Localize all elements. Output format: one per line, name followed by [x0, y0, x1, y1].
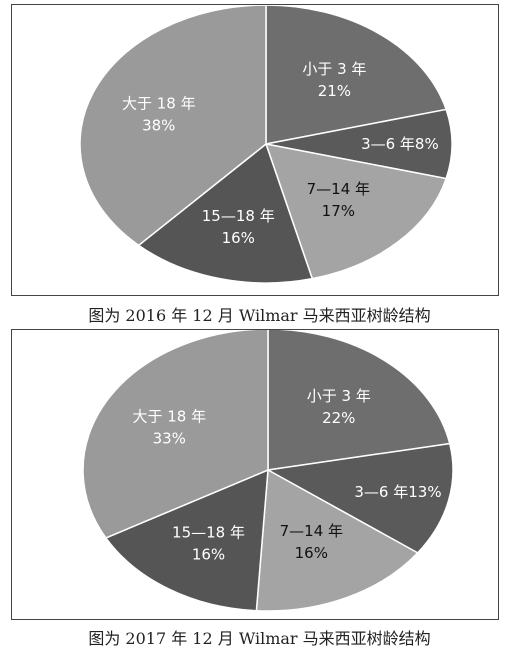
pie-slice-0-0 [265, 5, 448, 145]
slice-value-0-3: 16% [222, 229, 255, 247]
slice-value-1-4: 33% [153, 429, 186, 447]
pie-slice-0-3 [137, 142, 314, 284]
slice-label-1-1: 3—6 年13% [354, 483, 441, 501]
pie-slice-1-1 [265, 442, 454, 554]
pie-chart-2017-svg: 小于 3 年 22% 3—6 年13% 7—14 年 16% 15—18 年 16% 大于 1… [82, 330, 454, 612]
slice-label-0-1: 3—6 年8% [361, 135, 439, 153]
pie-slice-1-0 [267, 330, 451, 471]
slice-category-1-0: 小于 3 年 [307, 387, 371, 405]
slice-label-0-2: 7—14 年 17% [307, 180, 370, 220]
slice-label-0-0: 小于 3 年 21% [302, 60, 366, 100]
slice-label-1-2: 7—14 年 16% [280, 522, 343, 562]
pie-slice-1-4 [82, 330, 269, 539]
slice-category-0-2: 7—14 年 [307, 180, 370, 198]
slice-category-0-4: 大于 18 年 [122, 94, 196, 112]
slice-category-1-2: 7—14 年 [280, 522, 343, 540]
slice-label-1-0: 小于 3 年 22% [307, 387, 371, 427]
slice-value-1-0: 22% [322, 409, 355, 427]
pie-slice-0-1 [265, 108, 453, 180]
slice-label-0-3: 15—18 年 16% [202, 207, 275, 247]
slice-label-1-3: 15—18 年 16% [172, 523, 245, 563]
slice-category-0-3: 15—18 年 [202, 207, 275, 225]
slice-value-0-0: 21% [318, 82, 351, 100]
pie-chart-2016-svg: 小于 3 年 21% 3—6 年8% 7—14 年 17% 15—18 年 16% 大于 18… [79, 5, 453, 284]
pie-chart-2016: 小于 3 年 21% 3—6 年8% 7—14 年 17% 15—18 年 16% 大于 18… [11, 4, 499, 296]
pie-slice-1-2 [255, 468, 419, 612]
slice-value-1-2: 16% [295, 544, 328, 562]
chart-caption-2016: 图为 2016 年 12 月 Wilmar 马来西亚树龄结构 [88, 306, 431, 325]
slice-value-1-3: 16% [192, 545, 225, 563]
slice-label-1-4: 大于 18 年 33% [132, 407, 206, 447]
slice-label-0-4: 大于 18 年 38% [122, 94, 196, 134]
slice-value-0-2: 17% [322, 202, 355, 220]
slice-category-1-3: 15—18 年 [172, 523, 245, 541]
pie-slice-0-4 [79, 5, 267, 247]
slice-value-0-4: 38% [142, 116, 175, 134]
slice-category-0-0: 小于 3 年 [302, 60, 366, 78]
slice-category-1-4: 大于 18 年 [132, 407, 206, 425]
pie-slice-1-3 [104, 468, 269, 612]
pie-slice-0-2 [264, 143, 448, 280]
pie-chart-2017: 小于 3 年 22% 3—6 年13% 7—14 年 16% 15—18 年 16% 大于 1… [11, 329, 499, 620]
chart-caption-2017: 图为 2017 年 12 月 Wilmar 马来西亚树龄结构 [88, 629, 431, 648]
